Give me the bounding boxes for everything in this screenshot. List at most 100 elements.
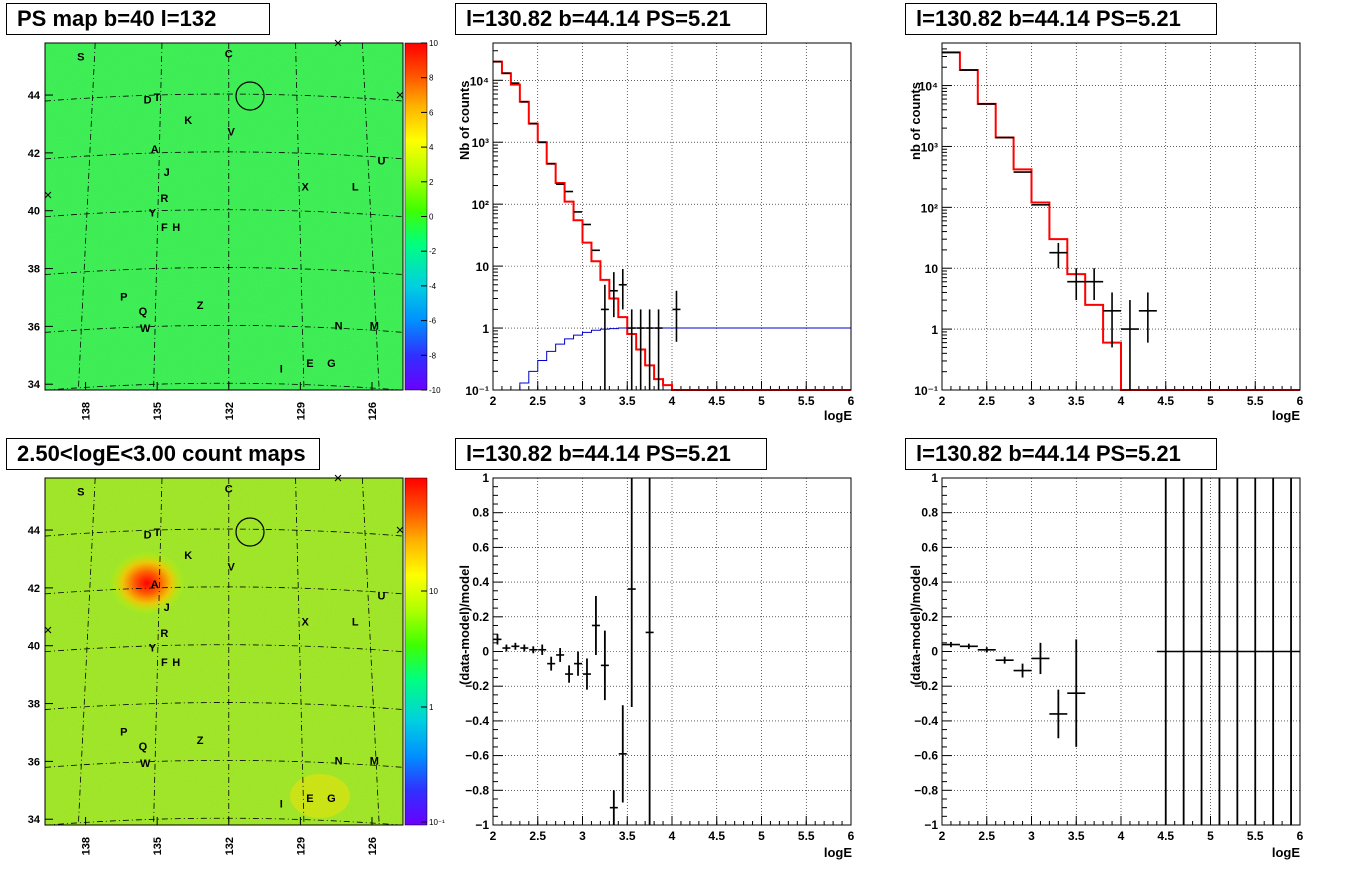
ps-map-meridian: [361, 42, 380, 391]
x-tick-label: 3.5: [619, 394, 636, 408]
source-label-y: Y: [149, 208, 157, 220]
ps-map-cbar-tick-label: 2: [429, 178, 434, 187]
ps-map-y-tick-label: 36: [28, 321, 40, 333]
x-tick-label: 5: [758, 829, 765, 843]
source-label-k: K: [184, 550, 192, 562]
x-tick-label: 4: [1118, 394, 1125, 408]
ps-map-meridian: [153, 42, 163, 391]
x-tick-label: 4.5: [708, 394, 725, 408]
spectrum-left-ylabel: Nb of counts: [457, 81, 472, 160]
ps-map-x-tick-label: 126: [367, 402, 379, 420]
count-map-x-tick-label: 132: [224, 837, 236, 855]
count-map-meridian: [295, 477, 305, 826]
ps-map-y-tick-label: 42: [28, 148, 40, 160]
count-map-cross-marker: [44, 626, 52, 634]
source-label-l: L: [352, 616, 359, 628]
ps-map-cbar-tick-label: 10: [429, 39, 438, 48]
ps-map-x-tick-label: 135: [152, 402, 164, 420]
y-tick-label: 10³: [921, 140, 938, 154]
source-label-x: X: [301, 616, 309, 628]
x-tick-label: 3: [579, 829, 586, 843]
source-label-n: N: [335, 320, 343, 332]
x-tick-label: 5: [758, 394, 765, 408]
y-tick-label: 1: [482, 322, 489, 336]
count-map-noise: [45, 478, 403, 825]
y-tick-label: 10: [476, 260, 490, 274]
y-tick-label: 10⁻¹: [914, 384, 938, 398]
ps-map-cross-marker: [396, 91, 404, 99]
source-label-s: S: [77, 486, 84, 498]
y-tick-label: 0.4: [921, 575, 938, 589]
ps-map-meridian: [295, 42, 305, 391]
y-tick-label: 1: [931, 323, 938, 337]
source-label-u: U: [378, 590, 386, 602]
count-map-x-tick-label: 135: [152, 837, 164, 855]
ps-map-target-circle: [235, 81, 265, 111]
plot-frame: [941, 42, 1301, 391]
x-tick-label: 5.5: [1247, 829, 1264, 843]
y-tick-label: −1: [924, 818, 938, 832]
residual-right-plot: 2 2.5 3 3.5 4 4.5 5 5.5 6 −1 −0.8 −0.6 −0.4 −0.2 0 0.2 0…: [914, 471, 1303, 843]
y-tick-label: −0.6: [465, 749, 489, 763]
x-tick-label: 2.5: [529, 829, 546, 843]
y-tick-label: 0: [482, 645, 489, 659]
x-tick-label: 5: [1207, 829, 1214, 843]
count-map-y-tick-label: 42: [28, 583, 40, 595]
source-label-u: U: [378, 155, 386, 167]
ps-map-cbar-tick-label: -6: [429, 317, 437, 326]
ps-map-y-tick-label: 44: [28, 90, 41, 102]
count-map-target-circle: [235, 517, 265, 547]
y-tick-label: 0.8: [472, 506, 489, 520]
source-label-z: Z: [197, 300, 204, 312]
x-tick-label: 2.5: [978, 829, 995, 843]
ps-map-cbar-tick-label: -4: [429, 282, 437, 291]
x-tick-label: 5.5: [1247, 394, 1264, 408]
y-tick-label: 10⁴: [470, 74, 489, 88]
source-label-r: R: [160, 193, 168, 205]
x-tick-label: 3: [579, 394, 586, 408]
source-label-p: P: [120, 291, 127, 303]
y-tick-label: −0.8: [465, 783, 489, 797]
x-tick-label: 2: [939, 394, 946, 408]
source-label-e: E: [306, 793, 313, 805]
source-label-f: F: [161, 222, 168, 234]
source-label-d: D: [144, 95, 152, 107]
ps-map-cbar-tick-label: -2: [429, 247, 437, 256]
source-label-n: N: [335, 755, 343, 767]
count-map-coordinate-grid: [44, 474, 404, 826]
y-tick-label: 10³: [472, 136, 489, 150]
y-tick-label: −0.8: [914, 783, 938, 797]
y-tick-label: 1: [931, 471, 938, 485]
ps-map-noise: [45, 43, 403, 390]
residual-left-ylabel: (data-model)/model: [457, 565, 472, 685]
x-tick-label: 4: [669, 394, 676, 408]
x-tick-label: 2.5: [529, 394, 546, 408]
ps-map-cbar-tick-label: 0: [429, 213, 434, 222]
ps-map-title: PS map b=40 l=132: [6, 3, 270, 35]
count-map-y-tick-label: 38: [28, 699, 40, 711]
count-map-hotspot-a: [109, 551, 185, 615]
x-tick-label: 2: [490, 829, 497, 843]
count-map-hotspot-g: [290, 774, 350, 818]
x-tick-label: 3.5: [1068, 394, 1085, 408]
residual-left-plot: 2 2.5 3 3.5 4 4.5 5 5.5 6 −1 −0.8 −0.6 −0.4 −0.2 0 0.2 0…: [465, 471, 854, 843]
source-label-m: M: [370, 755, 379, 767]
source-label-t: T: [154, 527, 161, 539]
ps-map-cbar-tick-label: -8: [429, 351, 437, 360]
count-map-y-tick-label: 40: [28, 641, 40, 653]
residual-right-xlabel: logE: [1272, 845, 1300, 860]
x-tick-label: 6: [1297, 829, 1304, 843]
x-tick-label: 4.5: [1157, 394, 1174, 408]
y-tick-label: −0.4: [465, 714, 489, 728]
spectrum-right-plot: 2 2.5 3 3.5 4 4.5 5 5.5 6 10⁻¹ 1 10 10² 10³ 10⁴: [914, 42, 1304, 408]
source-label-w: W: [140, 758, 151, 770]
source-label-y: Y: [149, 643, 157, 655]
plot-frame: [941, 477, 1301, 826]
ps-map-y-tick-label: 34: [28, 379, 41, 391]
source-label-d: D: [144, 530, 152, 542]
x-tick-label: 3: [1028, 829, 1035, 843]
x-tick-label: 2.5: [978, 394, 995, 408]
count-map-meridian: [77, 477, 96, 826]
source-label-f: F: [161, 657, 168, 669]
